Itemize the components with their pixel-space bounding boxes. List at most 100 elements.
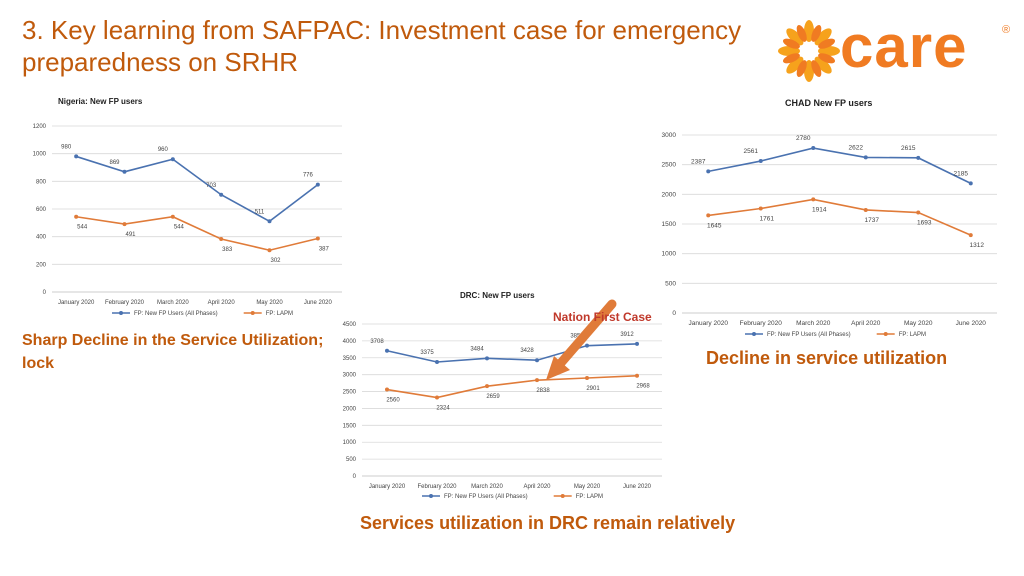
data-label: 2659 [486, 394, 500, 400]
data-point [811, 197, 816, 202]
x-tick-label: March 2020 [796, 320, 831, 327]
y-tick-label: 1500 [662, 221, 677, 228]
data-label: 2838 [536, 388, 550, 394]
legend-label: FP: New FP Users (All Phases) [767, 332, 851, 338]
data-label: 869 [109, 160, 120, 166]
legend-marker [560, 494, 565, 498]
data-point [74, 214, 79, 219]
data-point [385, 387, 389, 392]
x-tick-label: May 2020 [256, 300, 283, 306]
data-label: 2185 [954, 170, 969, 177]
data-label: 491 [125, 232, 136, 238]
y-tick-label: 200 [36, 262, 47, 268]
y-tick-label: 3500 [343, 356, 357, 362]
drc-chart-svg: DRC: New FP users 0 500 1000 1500 2000 2500 300… [343, 291, 662, 500]
data-point [585, 343, 589, 348]
data-label: 2780 [796, 135, 811, 142]
data-label: 2324 [436, 406, 450, 412]
legend-label: FP: LAPM [899, 332, 926, 338]
data-label: 2561 [744, 148, 759, 155]
data-point [916, 155, 921, 160]
data-label: 1312 [970, 242, 985, 249]
legend-marker [250, 311, 255, 315]
chad-note: Decline in service utilization [706, 348, 948, 368]
x-tick-label: May 2020 [574, 484, 601, 490]
data-point [435, 395, 439, 400]
data-point [706, 213, 711, 218]
data-point [916, 210, 921, 215]
y-tick-label: 2500 [343, 390, 357, 396]
legend-marker [429, 494, 433, 498]
care-logo-text: care [840, 13, 968, 80]
data-point [267, 248, 272, 253]
data-point [315, 236, 320, 241]
data-point [219, 237, 224, 242]
legend-label: FP: LAPM [576, 494, 603, 500]
y-tick-label: 800 [36, 179, 47, 185]
care-logo: care ® [776, 13, 1012, 82]
data-label: 2615 [901, 145, 916, 152]
x-tick-label: May 2020 [904, 320, 933, 327]
x-tick-label: June 2020 [956, 320, 987, 327]
series-line-lapm [76, 215, 319, 252]
data-label: 3708 [370, 339, 384, 345]
data-point [219, 192, 224, 197]
data-point [535, 358, 539, 363]
data-label: 703 [206, 183, 217, 189]
data-point [122, 222, 127, 227]
nation-first-case-label: Nation First Case [553, 310, 652, 324]
x-tick-label: February 2020 [740, 320, 783, 327]
x-tick-label: February 2020 [105, 300, 145, 306]
y-tick-label: 1000 [33, 152, 47, 158]
y-tick-label: 1000 [343, 440, 357, 446]
data-label: 2560 [386, 398, 400, 404]
data-point [635, 373, 639, 378]
x-tick-label: April 2020 [851, 320, 881, 327]
data-point [485, 356, 489, 361]
registered-mark: ® [1002, 24, 1011, 36]
legend-marker [752, 332, 756, 336]
y-tick-label: 2000 [343, 406, 357, 412]
y-tick-label: 0 [43, 290, 47, 296]
x-tick-label: March 2020 [157, 300, 189, 306]
data-point [811, 146, 816, 151]
data-point [122, 169, 127, 174]
chad-chart-title: CHAD New FP users [785, 98, 872, 108]
data-point [170, 157, 175, 162]
data-label: 2968 [636, 384, 650, 390]
slide-title-line1: 3. Key learning from SAFPAC: Investment … [22, 15, 742, 45]
series-line-new-fp-users [708, 147, 972, 185]
y-tick-label: 400 [36, 235, 47, 241]
data-label: 1737 [865, 217, 880, 224]
y-tick-label: 1000 [662, 251, 677, 258]
data-label: 544 [174, 225, 185, 231]
data-label: 1693 [917, 220, 932, 227]
legend-marker [119, 311, 123, 315]
data-point [758, 206, 763, 211]
data-point [485, 384, 489, 389]
data-point [435, 360, 439, 364]
data-label: 960 [158, 147, 169, 153]
care-emblem-icon [778, 20, 840, 82]
data-label: 302 [270, 258, 281, 264]
data-label: 2622 [849, 144, 864, 151]
x-tick-label: June 2020 [304, 300, 333, 306]
drc-note: Services utilization in DRC remain relat… [360, 513, 736, 533]
y-tick-label: 4000 [343, 339, 357, 345]
data-point [74, 154, 79, 159]
data-label: 2901 [586, 386, 600, 392]
series-line-lapm [386, 374, 638, 399]
x-tick-label: April 2020 [523, 484, 551, 490]
chad-chart-svg: CHAD New FP users 0 500 1000 1500 2000 2500 300… [662, 98, 997, 338]
nigeria-chart-title: Nigeria: New FP users [58, 97, 143, 106]
data-point [706, 169, 711, 174]
data-point [968, 233, 973, 238]
data-label: 3375 [420, 350, 434, 356]
x-tick-label: January 2020 [369, 484, 406, 490]
nigeria-chart-svg: Nigeria: New FP users 0 200 400 600 800 1000 12… [33, 97, 342, 317]
data-label: 383 [222, 247, 233, 253]
x-tick-label: February 2020 [417, 484, 457, 490]
data-point [635, 341, 639, 346]
data-label: 1761 [760, 216, 775, 223]
data-point [267, 219, 272, 224]
